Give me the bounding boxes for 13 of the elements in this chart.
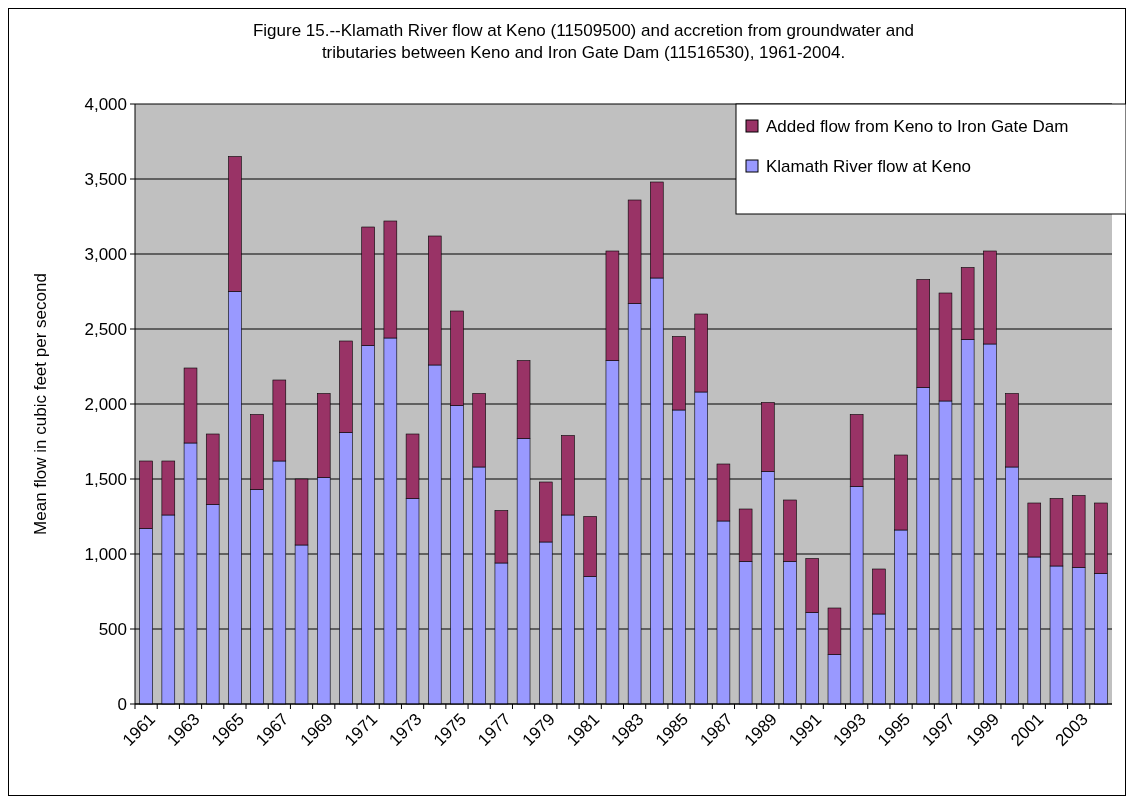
y-tick-label: 500 (98, 619, 127, 639)
chart-title: Figure 15.--Klamath River flow at Keno (11509500) and accretion from groundwater and tributaries between Keno and Iron Gate Dam (11516530), 1961-2004. (252, 21, 915, 62)
y-tick-label: 4,000 (84, 94, 127, 114)
legend-label: Added flow from Keno to Iron Gate Dam (766, 116, 1069, 136)
y-tick-label: 1,500 (84, 469, 127, 489)
y-tick-label: 3,500 (84, 169, 127, 189)
y-tick-label: 3,000 (84, 244, 127, 264)
y-tick-label: 2,000 (84, 394, 127, 414)
y-tick-label: 2,500 (84, 319, 127, 339)
y-tick-label: 0 (117, 694, 127, 714)
legend-label: Klamath River flow at Keno (766, 156, 972, 176)
y-axis-title: Mean flow in cubic feet per second (31, 273, 50, 535)
y-tick-label: 1,000 (84, 544, 127, 564)
